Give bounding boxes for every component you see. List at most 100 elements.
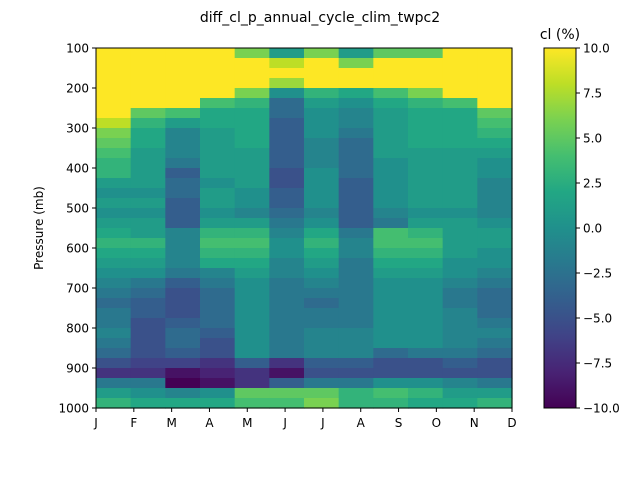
heatmap-cell — [165, 348, 201, 359]
heatmap-cell — [269, 318, 305, 329]
heatmap-cell — [408, 108, 444, 119]
heatmap-cell — [165, 78, 201, 89]
heatmap-cell — [477, 128, 513, 139]
heatmap-cell — [200, 118, 236, 129]
heatmap-cell — [165, 278, 201, 289]
heatmap-cell — [408, 388, 444, 399]
heatmap-cell — [408, 48, 444, 59]
heatmap-cell — [200, 398, 236, 409]
heatmap-cell — [165, 108, 201, 119]
heatmap-cell — [373, 298, 409, 309]
heatmap-cell — [304, 58, 340, 69]
heatmap-cell — [96, 328, 132, 339]
colorbar-tick-label: 0.0 — [583, 222, 602, 236]
heatmap-cell — [269, 108, 305, 119]
heatmap-cell — [442, 348, 478, 359]
heatmap-cell — [200, 98, 236, 109]
x-tick-label: N — [470, 416, 479, 430]
heatmap-cell — [442, 308, 478, 319]
heatmap-cell — [234, 238, 270, 249]
heatmap-cell — [234, 118, 270, 129]
heatmap-cell — [165, 188, 201, 199]
heatmap-cell — [130, 298, 166, 309]
heatmap-cell — [304, 338, 340, 349]
heatmap-cell — [96, 108, 132, 119]
heatmap-cell — [200, 78, 236, 89]
heatmap-cell — [269, 298, 305, 309]
heatmap-cell — [165, 178, 201, 189]
heatmap-cell — [338, 398, 374, 409]
heatmap-cell — [96, 158, 132, 169]
heatmap-cell — [408, 158, 444, 169]
heatmap-cell — [408, 348, 444, 359]
heatmap-cell — [96, 138, 132, 149]
heatmap-cell — [477, 108, 513, 119]
heatmap-cell — [96, 188, 132, 199]
heatmap-cell — [373, 128, 409, 139]
heatmap-cell — [338, 148, 374, 159]
heatmap-cell — [477, 138, 513, 149]
x-tick-label: M — [242, 416, 252, 430]
heatmap-cell — [234, 128, 270, 139]
heatmap-cell — [96, 358, 132, 369]
heatmap-cell — [408, 248, 444, 259]
heatmap-cell — [408, 318, 444, 329]
heatmap-cell — [442, 178, 478, 189]
heatmap-cell — [96, 218, 132, 229]
heatmap-cell — [408, 88, 444, 99]
heatmap-cell — [477, 338, 513, 349]
heatmap-cell — [304, 98, 340, 109]
heatmap-cell — [408, 188, 444, 199]
heatmap-cell — [234, 268, 270, 279]
heatmap-cell — [304, 118, 340, 129]
heatmap-cell — [338, 118, 374, 129]
heatmap-cell — [373, 88, 409, 99]
heatmap-cell — [373, 348, 409, 359]
heatmap-cell — [304, 378, 340, 389]
heatmap-cell — [338, 258, 374, 269]
heatmap-cell — [200, 108, 236, 119]
heatmap-cell — [338, 248, 374, 259]
heatmap-cell — [442, 368, 478, 379]
heatmap-cell — [373, 238, 409, 249]
heatmap-cell — [234, 198, 270, 209]
heatmap-cell — [373, 268, 409, 279]
x-tick-label: A — [357, 416, 366, 430]
heatmap-cell — [269, 188, 305, 199]
heatmap-cell — [304, 278, 340, 289]
heatmap-cell — [269, 48, 305, 59]
heatmap-cell — [200, 278, 236, 289]
heatmap-cell — [304, 68, 340, 79]
heatmap-cell — [234, 338, 270, 349]
heatmap-cell — [269, 118, 305, 129]
heatmap-cell — [408, 278, 444, 289]
heatmap-cell — [338, 68, 374, 79]
heatmap-cell — [338, 218, 374, 229]
heatmap-cell — [130, 78, 166, 89]
heatmap-cell — [200, 258, 236, 269]
heatmap-cell — [338, 378, 374, 389]
heatmap-cell — [200, 388, 236, 399]
heatmap-cell — [442, 68, 478, 79]
heatmap-cell — [477, 368, 513, 379]
heatmap-cell — [234, 248, 270, 259]
heatmap-cell — [373, 98, 409, 109]
heatmap-cell — [338, 128, 374, 139]
heatmap-cell — [442, 358, 478, 369]
heatmap-cell — [304, 208, 340, 219]
heatmap-cell — [477, 308, 513, 319]
heatmap-cell — [477, 78, 513, 89]
heatmap-cell — [373, 58, 409, 69]
heatmap-cell — [304, 128, 340, 139]
heatmap-cell — [234, 378, 270, 389]
heatmap-cell — [200, 48, 236, 59]
heatmap-cell — [165, 58, 201, 69]
heatmap-cell — [408, 58, 444, 69]
heatmap-cell — [442, 168, 478, 179]
heatmap-cell — [338, 138, 374, 149]
colorbar-tick-label: −2.5 — [583, 267, 612, 281]
heatmap-cell — [442, 58, 478, 69]
heatmap-cell — [408, 238, 444, 249]
heatmap-cell — [200, 88, 236, 99]
y-tick-label: 100 — [66, 42, 89, 56]
